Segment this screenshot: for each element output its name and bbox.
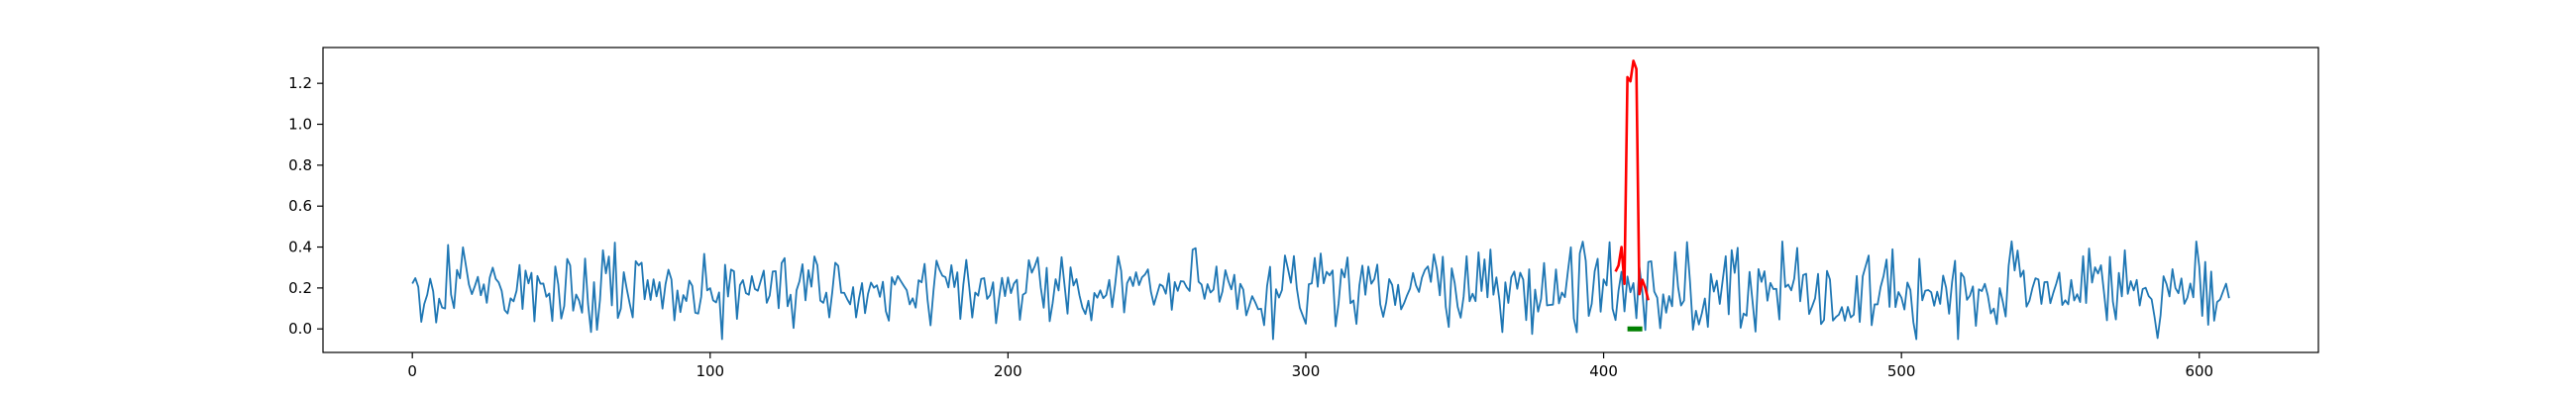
x-tick-label: 200 [994,362,1022,380]
plot-frame [322,47,2319,353]
x-tick-label: 500 [1887,362,1916,380]
y-tick-label: 0.0 [288,320,312,338]
y-tick-label: 0.4 [288,239,312,256]
y-tick-label: 0.8 [288,156,312,174]
y-tick-label: 1.2 [288,74,312,92]
x-tick-label: 300 [1292,362,1321,380]
x-tick-label: 400 [1589,362,1618,380]
x-axis: 0 100 200 300 400 500 600 [407,352,2213,380]
y-axis: 0.0 0.2 0.4 0.6 0.8 1.0 1.2 [288,74,323,338]
plot-background [323,48,2318,352]
y-tick-label: 0.6 [288,197,312,215]
series-layer [411,59,2230,341]
y-tick-label: 0.2 [288,279,312,297]
x-tick-label: 0 [407,362,417,380]
x-tick-label: 600 [2185,362,2213,380]
y-tick-label: 1.0 [288,116,312,134]
x-tick-label: 100 [696,362,724,380]
anomaly-series-line [1614,59,1650,301]
signal-series-line [411,240,2230,341]
